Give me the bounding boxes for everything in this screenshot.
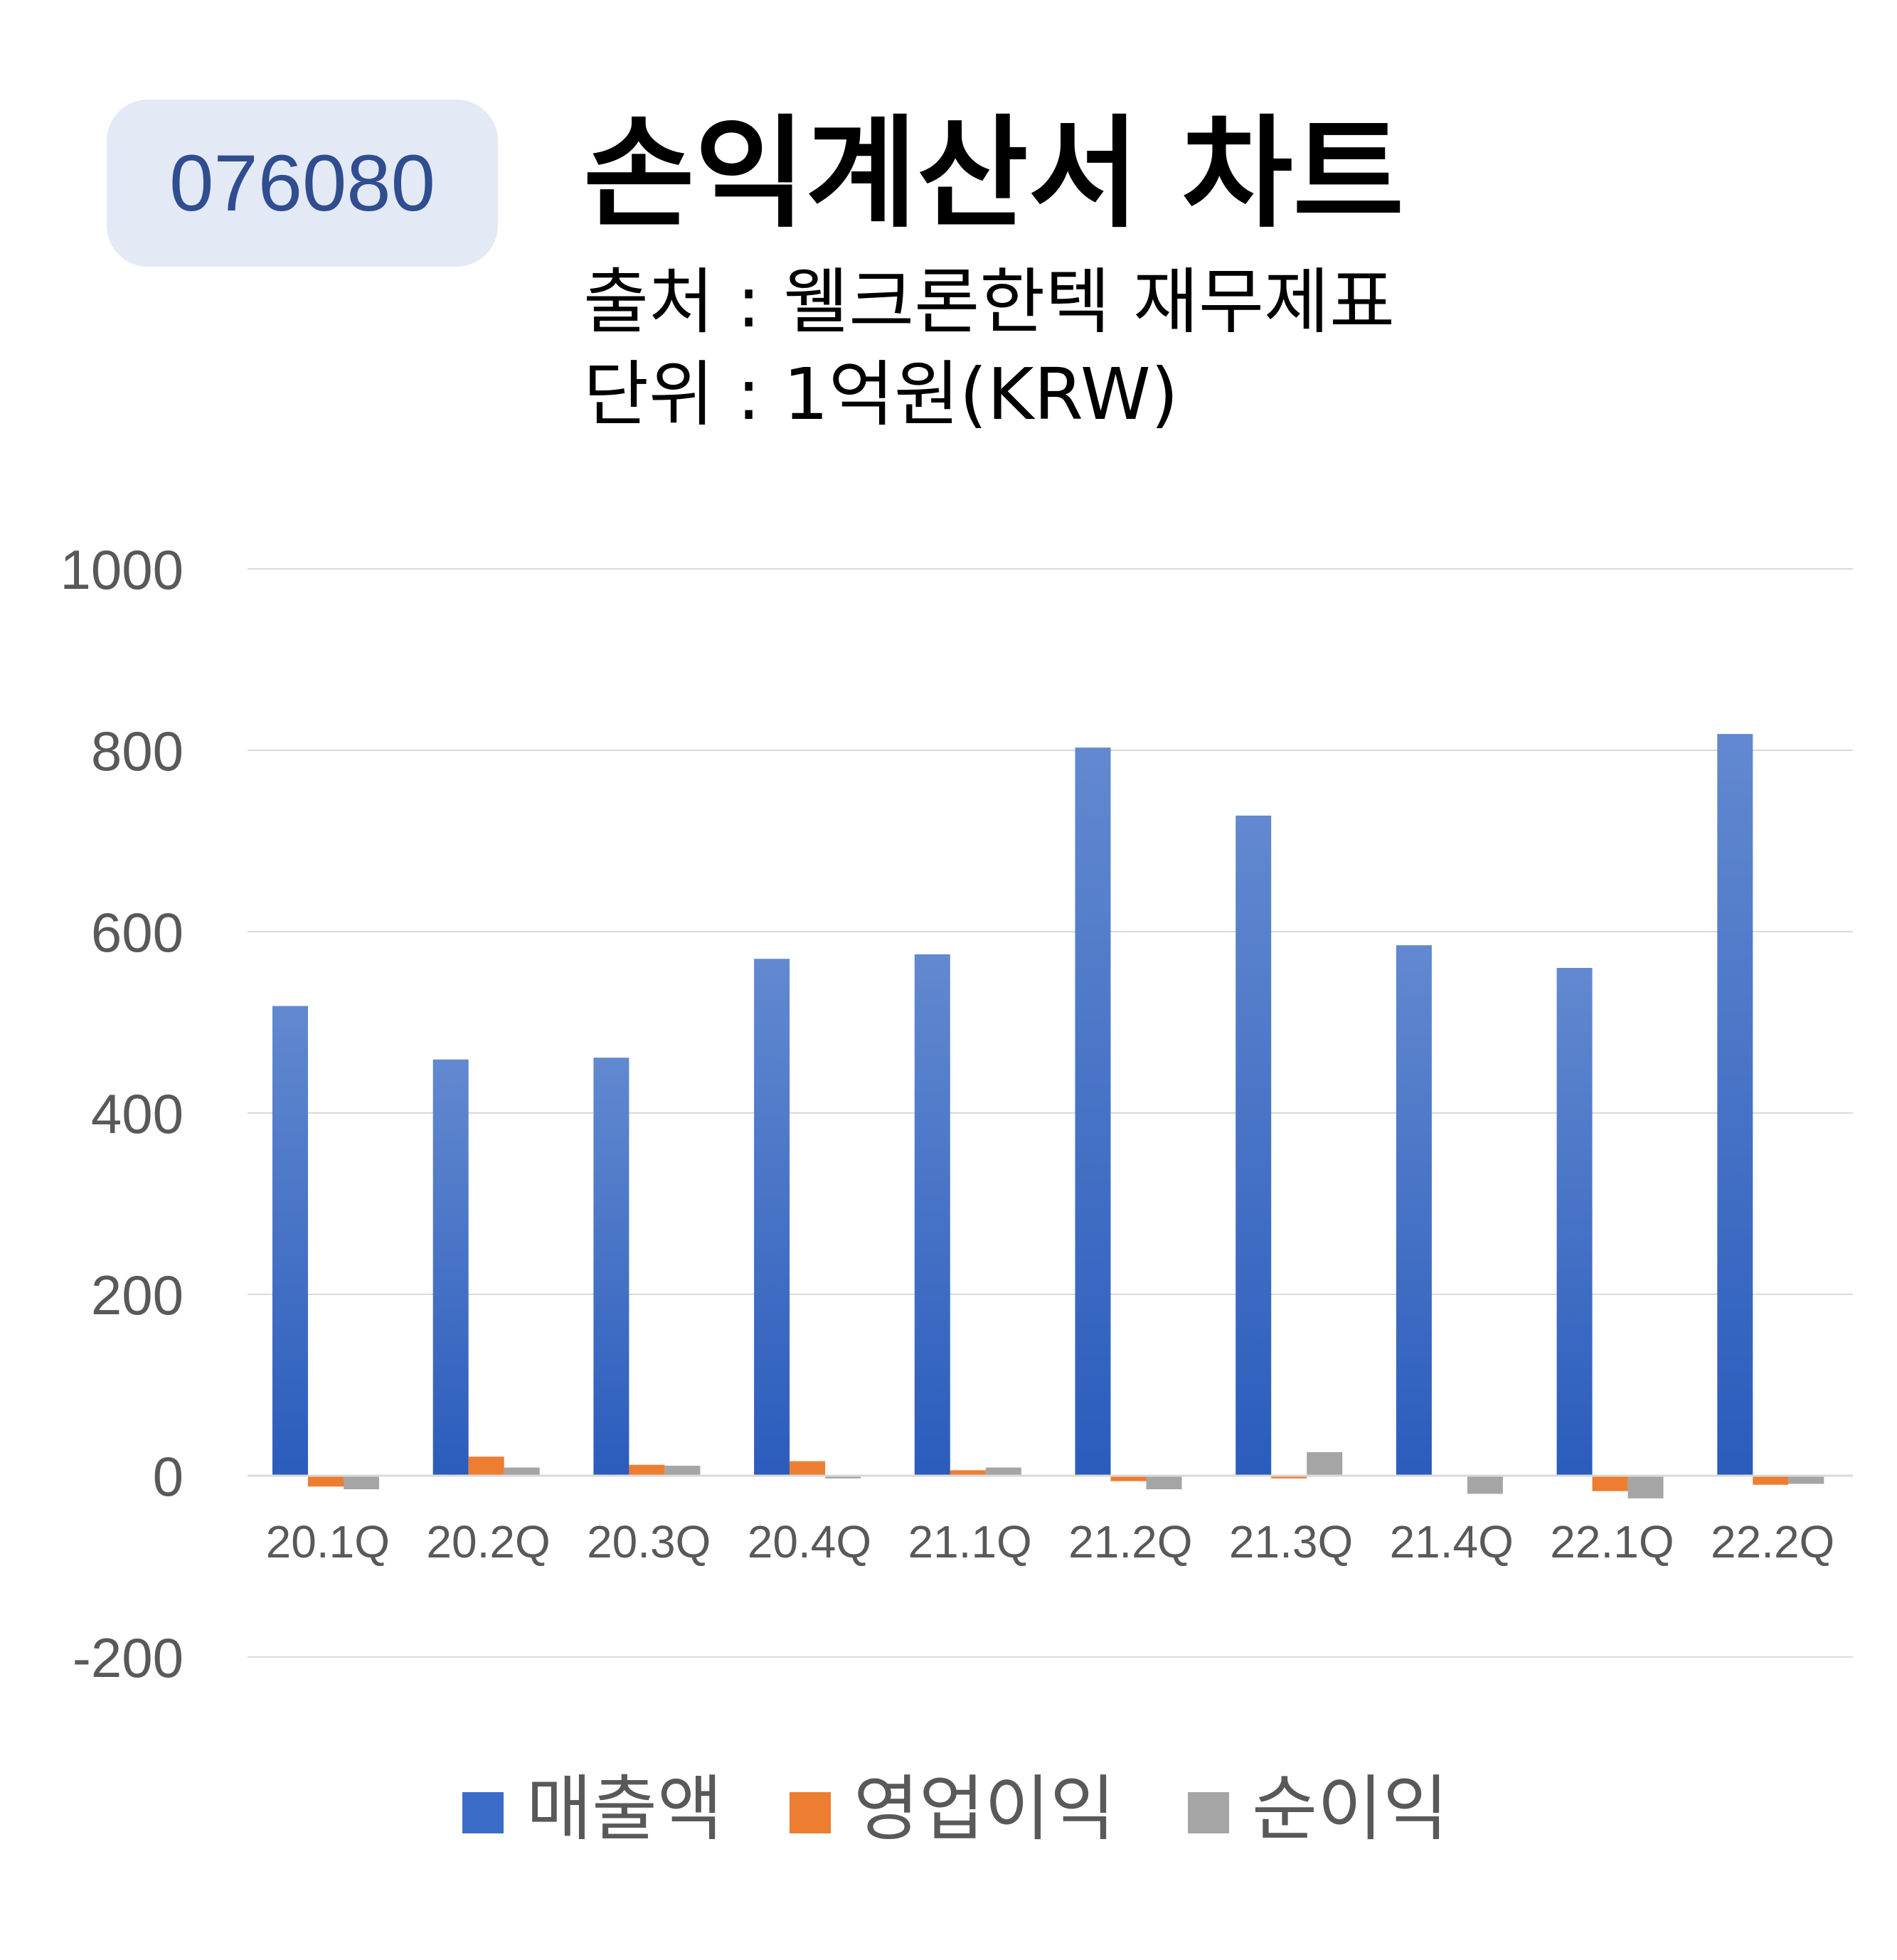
legend-swatch	[1188, 1792, 1229, 1833]
y-tick-label: 400	[91, 1082, 184, 1145]
operating-income-bar	[790, 1461, 826, 1476]
net-income-bar	[504, 1467, 540, 1476]
gridlines	[248, 568, 1853, 1658]
y-tick-label: 800	[91, 720, 184, 782]
sales-bar	[1075, 747, 1111, 1476]
sales-bar	[1556, 968, 1593, 1476]
net-income-bar	[985, 1467, 1021, 1476]
operating-income-bar	[1753, 1476, 1789, 1485]
legend-label: 매출액	[526, 1767, 723, 1850]
sales-bar	[914, 954, 950, 1476]
net-income-bar	[1627, 1476, 1664, 1498]
x-tick-label: 22.2Q	[1711, 1516, 1834, 1567]
operating-income-bar	[1110, 1476, 1147, 1481]
sales-bar	[1236, 815, 1272, 1476]
net-income-bar	[1307, 1452, 1343, 1476]
x-tick-label: 20.3Q	[587, 1516, 711, 1567]
sales-bar	[593, 1058, 629, 1476]
operating-income-bar	[1271, 1476, 1307, 1479]
x-tick-label: 22.1Q	[1550, 1516, 1674, 1567]
y-tick-label: -200	[73, 1626, 184, 1689]
net-income-bar	[344, 1476, 379, 1490]
x-axis-ticks: 20.1Q 20.2Q 20.3Q 20.4Q 21.1Q 21.2Q 21.3Q 21.4Q…	[266, 1516, 1835, 1567]
operating-income-bar	[468, 1456, 504, 1476]
x-tick-label: 20.1Q	[266, 1516, 390, 1567]
x-tick-label: 20.4Q	[748, 1516, 871, 1567]
x-tick-label: 21.3Q	[1229, 1516, 1353, 1567]
operating-income-bar	[1592, 1476, 1628, 1491]
y-tick-label: 1000	[60, 538, 184, 601]
chart-title: 손익계산서 차트	[583, 104, 1404, 245]
legend-label: 영업이익	[854, 1767, 1115, 1850]
legend-swatch	[790, 1792, 831, 1833]
operating-income-bar	[308, 1476, 344, 1487]
net-income-bar	[1467, 1476, 1503, 1494]
y-tick-label: 0	[153, 1445, 184, 1508]
net-income-bar	[1788, 1476, 1824, 1484]
ticker-code: 076080	[169, 139, 435, 228]
x-tick-label: 21.4Q	[1390, 1516, 1514, 1567]
net-income-bar	[1146, 1476, 1182, 1490]
net-income-bar	[664, 1465, 701, 1476]
sales-bar	[1717, 734, 1753, 1476]
operating-income-bar	[950, 1470, 986, 1476]
x-tick-label: 21.1Q	[908, 1516, 1031, 1567]
sales-bar	[754, 959, 790, 1476]
net-income-bar	[825, 1476, 861, 1479]
bars	[272, 734, 1824, 1498]
y-tick-label: 200	[91, 1264, 184, 1326]
y-axis-ticks: 1000 800 600 400 200 0 -200	[60, 538, 184, 1689]
operating-income-bar	[629, 1464, 665, 1476]
legend-label: 순이익	[1252, 1767, 1448, 1850]
y-tick-label: 600	[91, 901, 184, 964]
legend-swatch	[462, 1792, 504, 1833]
legend: 매출액 영업이익 순이익	[462, 1767, 1448, 1850]
x-tick-label: 20.2Q	[426, 1516, 550, 1567]
unit-line: 단위 : 1억원(KRW)	[583, 353, 1179, 436]
sales-bar	[432, 1059, 469, 1476]
x-tick-label: 21.2Q	[1068, 1516, 1192, 1567]
ticker-badge: 076080	[107, 100, 498, 267]
source-line: 출처 : 웰크론한텍 재무제표	[583, 260, 1396, 343]
sales-bar	[1396, 945, 1432, 1476]
sales-bar	[272, 1006, 308, 1476]
